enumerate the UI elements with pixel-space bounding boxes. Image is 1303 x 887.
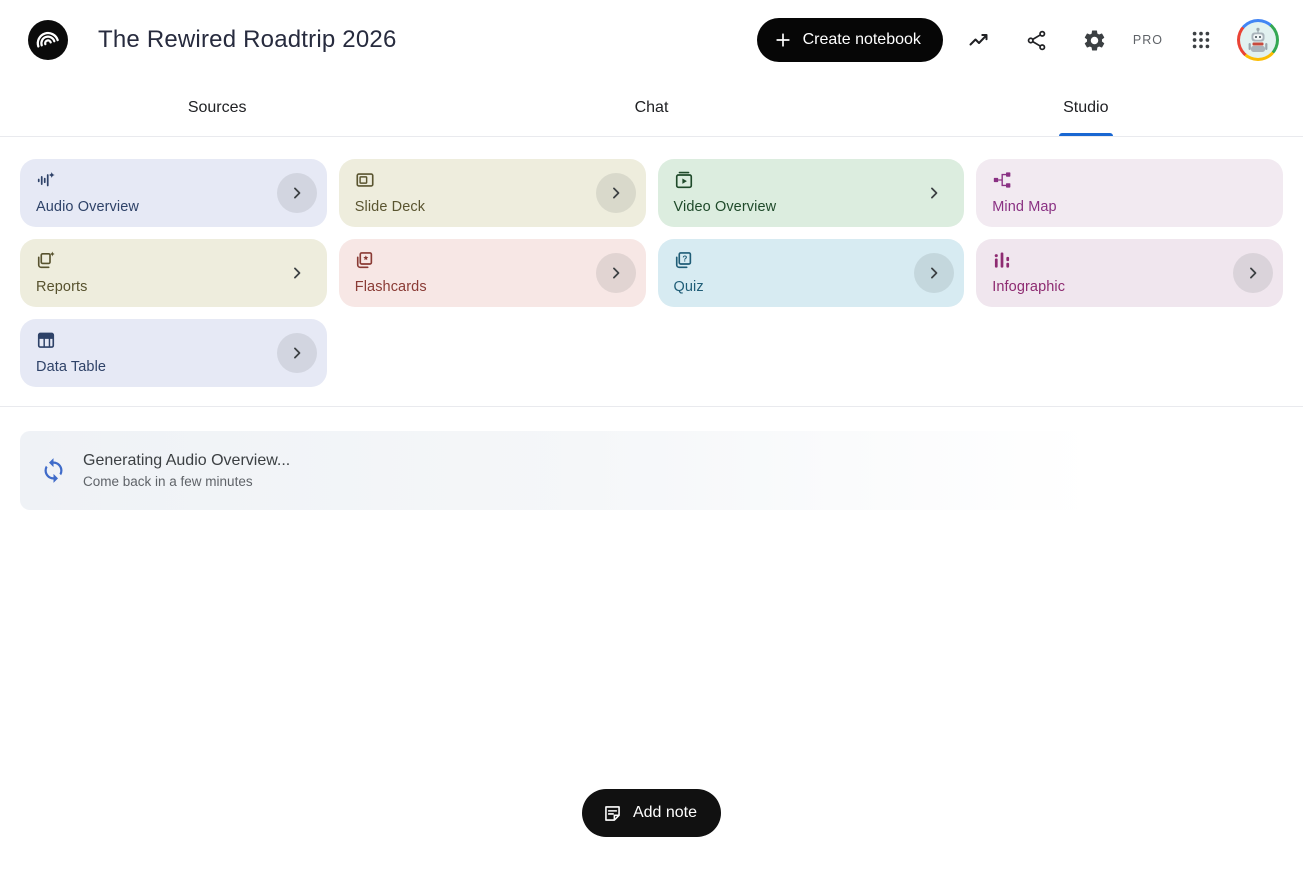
- mind-map-icon: [992, 170, 1012, 190]
- settings-button[interactable]: [1073, 18, 1117, 62]
- chevron-right-icon[interactable]: [276, 173, 317, 213]
- generating-subtitle: Come back in a few minutes: [83, 474, 253, 489]
- panel-tabs: Sources Chat Studio: [0, 80, 1303, 137]
- studio-card-grid: Audio Overview Slide Deck Video Overview: [0, 137, 1303, 387]
- chevron-right-icon[interactable]: [1233, 253, 1273, 293]
- plus-icon: [775, 33, 790, 47]
- studio-card-mind-map[interactable]: Mind Map: [976, 159, 1283, 227]
- tab-chat[interactable]: Chat: [634, 99, 669, 116]
- card-label: Infographic: [992, 279, 1066, 295]
- apps-menu-button[interactable]: [1179, 18, 1223, 62]
- flashcards-star-icon: [355, 250, 375, 270]
- studio-card-flashcards[interactable]: Flashcards: [338, 239, 646, 307]
- studio-card-quiz[interactable]: ? Quiz: [657, 239, 965, 307]
- studio-card-audio-overview[interactable]: Audio Overview: [20, 159, 327, 227]
- audio-waveform-sparkle-icon: [36, 170, 56, 190]
- note-icon: [605, 805, 620, 821]
- generating-title: Generating Audio Overview...: [83, 452, 291, 469]
- studio-card-slide-deck[interactable]: Slide Deck: [338, 159, 646, 227]
- card-label: Reports: [36, 279, 88, 295]
- avatar-robot-image: [1240, 22, 1276, 58]
- studio-card-video-overview[interactable]: Video Overview: [657, 159, 965, 227]
- chevron-right-icon[interactable]: [595, 253, 636, 293]
- card-label: Video Overview: [673, 199, 777, 215]
- add-note-button[interactable]: Add note: [581, 789, 722, 837]
- add-note-container: Add note: [0, 789, 1303, 837]
- logo-arcs-icon: [36, 31, 59, 48]
- add-note-label: Add note: [632, 804, 698, 821]
- share-button[interactable]: [1015, 18, 1059, 62]
- chevron-right-icon[interactable]: [914, 253, 955, 293]
- studio-divider: [0, 406, 1303, 407]
- notebooklm-logo[interactable]: [28, 20, 68, 60]
- tab-sources[interactable]: Sources: [187, 99, 247, 116]
- video-overview-icon: [674, 170, 694, 190]
- card-label: Mind Map: [992, 199, 1057, 215]
- app-header: The Rewired Roadtrip 2026 Create noteboo…: [0, 0, 1303, 80]
- chevron-right-icon[interactable]: [595, 173, 636, 213]
- chevron-right-icon[interactable]: [277, 253, 317, 293]
- apps-grid-icon: [1192, 31, 1210, 49]
- card-label: Flashcards: [354, 279, 427, 295]
- chevron-right-icon[interactable]: [276, 333, 317, 373]
- create-notebook-label: Create notebook: [802, 31, 921, 48]
- trending-up-icon: [969, 34, 988, 46]
- share-icon: [1028, 30, 1046, 50]
- studio-card-data-table[interactable]: Data Table: [20, 319, 327, 387]
- tab-studio[interactable]: Studio: [869, 80, 1303, 136]
- card-label: Data Table: [36, 359, 107, 375]
- studio-card-infographic[interactable]: Infographic: [976, 239, 1283, 307]
- avatar[interactable]: [1237, 19, 1279, 61]
- data-table-icon: [36, 330, 56, 350]
- generating-status-panel: Generating Audio Overview... Come back i…: [20, 431, 1283, 510]
- reports-sparkle-icon: [36, 250, 56, 270]
- create-notebook-button[interactable]: Create notebook: [756, 18, 943, 62]
- card-label: Quiz: [673, 279, 704, 295]
- pro-badge: PRO: [1132, 33, 1163, 47]
- svg-text:?: ?: [682, 254, 687, 263]
- card-label: Audio Overview: [36, 199, 139, 215]
- infographic-bars-icon: [992, 250, 1012, 270]
- notebook-title[interactable]: The Rewired Roadtrip 2026: [98, 26, 397, 53]
- studio-card-reports[interactable]: Reports: [20, 239, 327, 307]
- slide-deck-icon: [355, 170, 375, 190]
- sync-spinner-icon: [40, 457, 67, 484]
- quiz-question-icon: ?: [674, 250, 694, 270]
- chevron-right-icon[interactable]: [914, 173, 954, 213]
- settings-gear-icon: [1085, 29, 1105, 50]
- analytics-button[interactable]: [957, 18, 1001, 62]
- card-label: Slide Deck: [354, 199, 426, 215]
